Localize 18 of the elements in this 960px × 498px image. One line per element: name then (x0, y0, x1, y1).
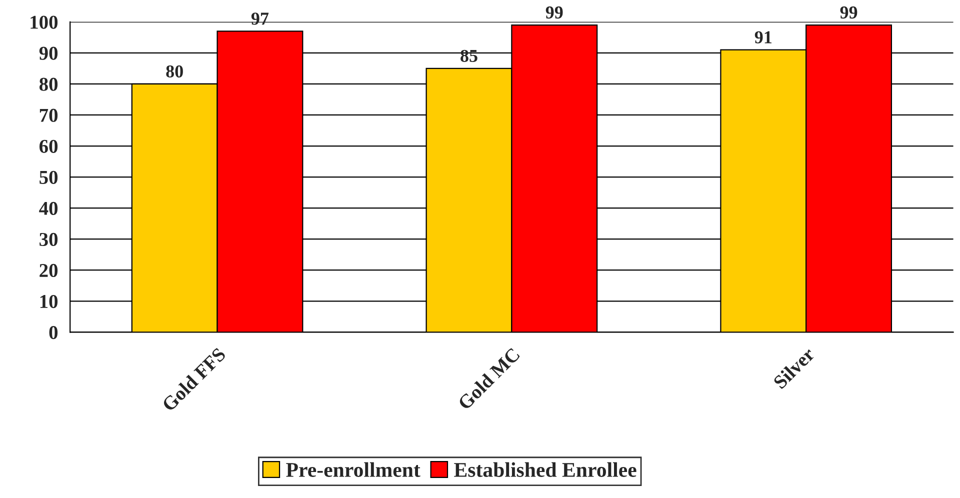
y-tick-label: 0 (49, 326, 58, 340)
y-tick-label: 20 (40, 264, 58, 278)
data-label: 91 (754, 31, 772, 44)
y-tick-label: 80 (39, 78, 58, 91)
y-tick-label: 30 (40, 232, 58, 246)
y-tick-label: 50 (40, 170, 58, 184)
y-tick-label: 40 (39, 202, 58, 215)
y-tick-label: 10 (40, 294, 58, 308)
y-tick-label: 100 (30, 16, 58, 29)
y-tick-label: 60 (39, 140, 58, 153)
legend-label: Established Enrollee (454, 462, 636, 477)
y-tick-label: 70 (40, 108, 58, 122)
data-label: 99 (840, 6, 858, 19)
data-label: 97 (251, 12, 269, 25)
data-label: 99 (546, 6, 563, 19)
y-tick-label: 90 (39, 46, 58, 60)
legend-label: Pre-enrollment (286, 462, 420, 477)
data-label: 80 (166, 65, 183, 78)
